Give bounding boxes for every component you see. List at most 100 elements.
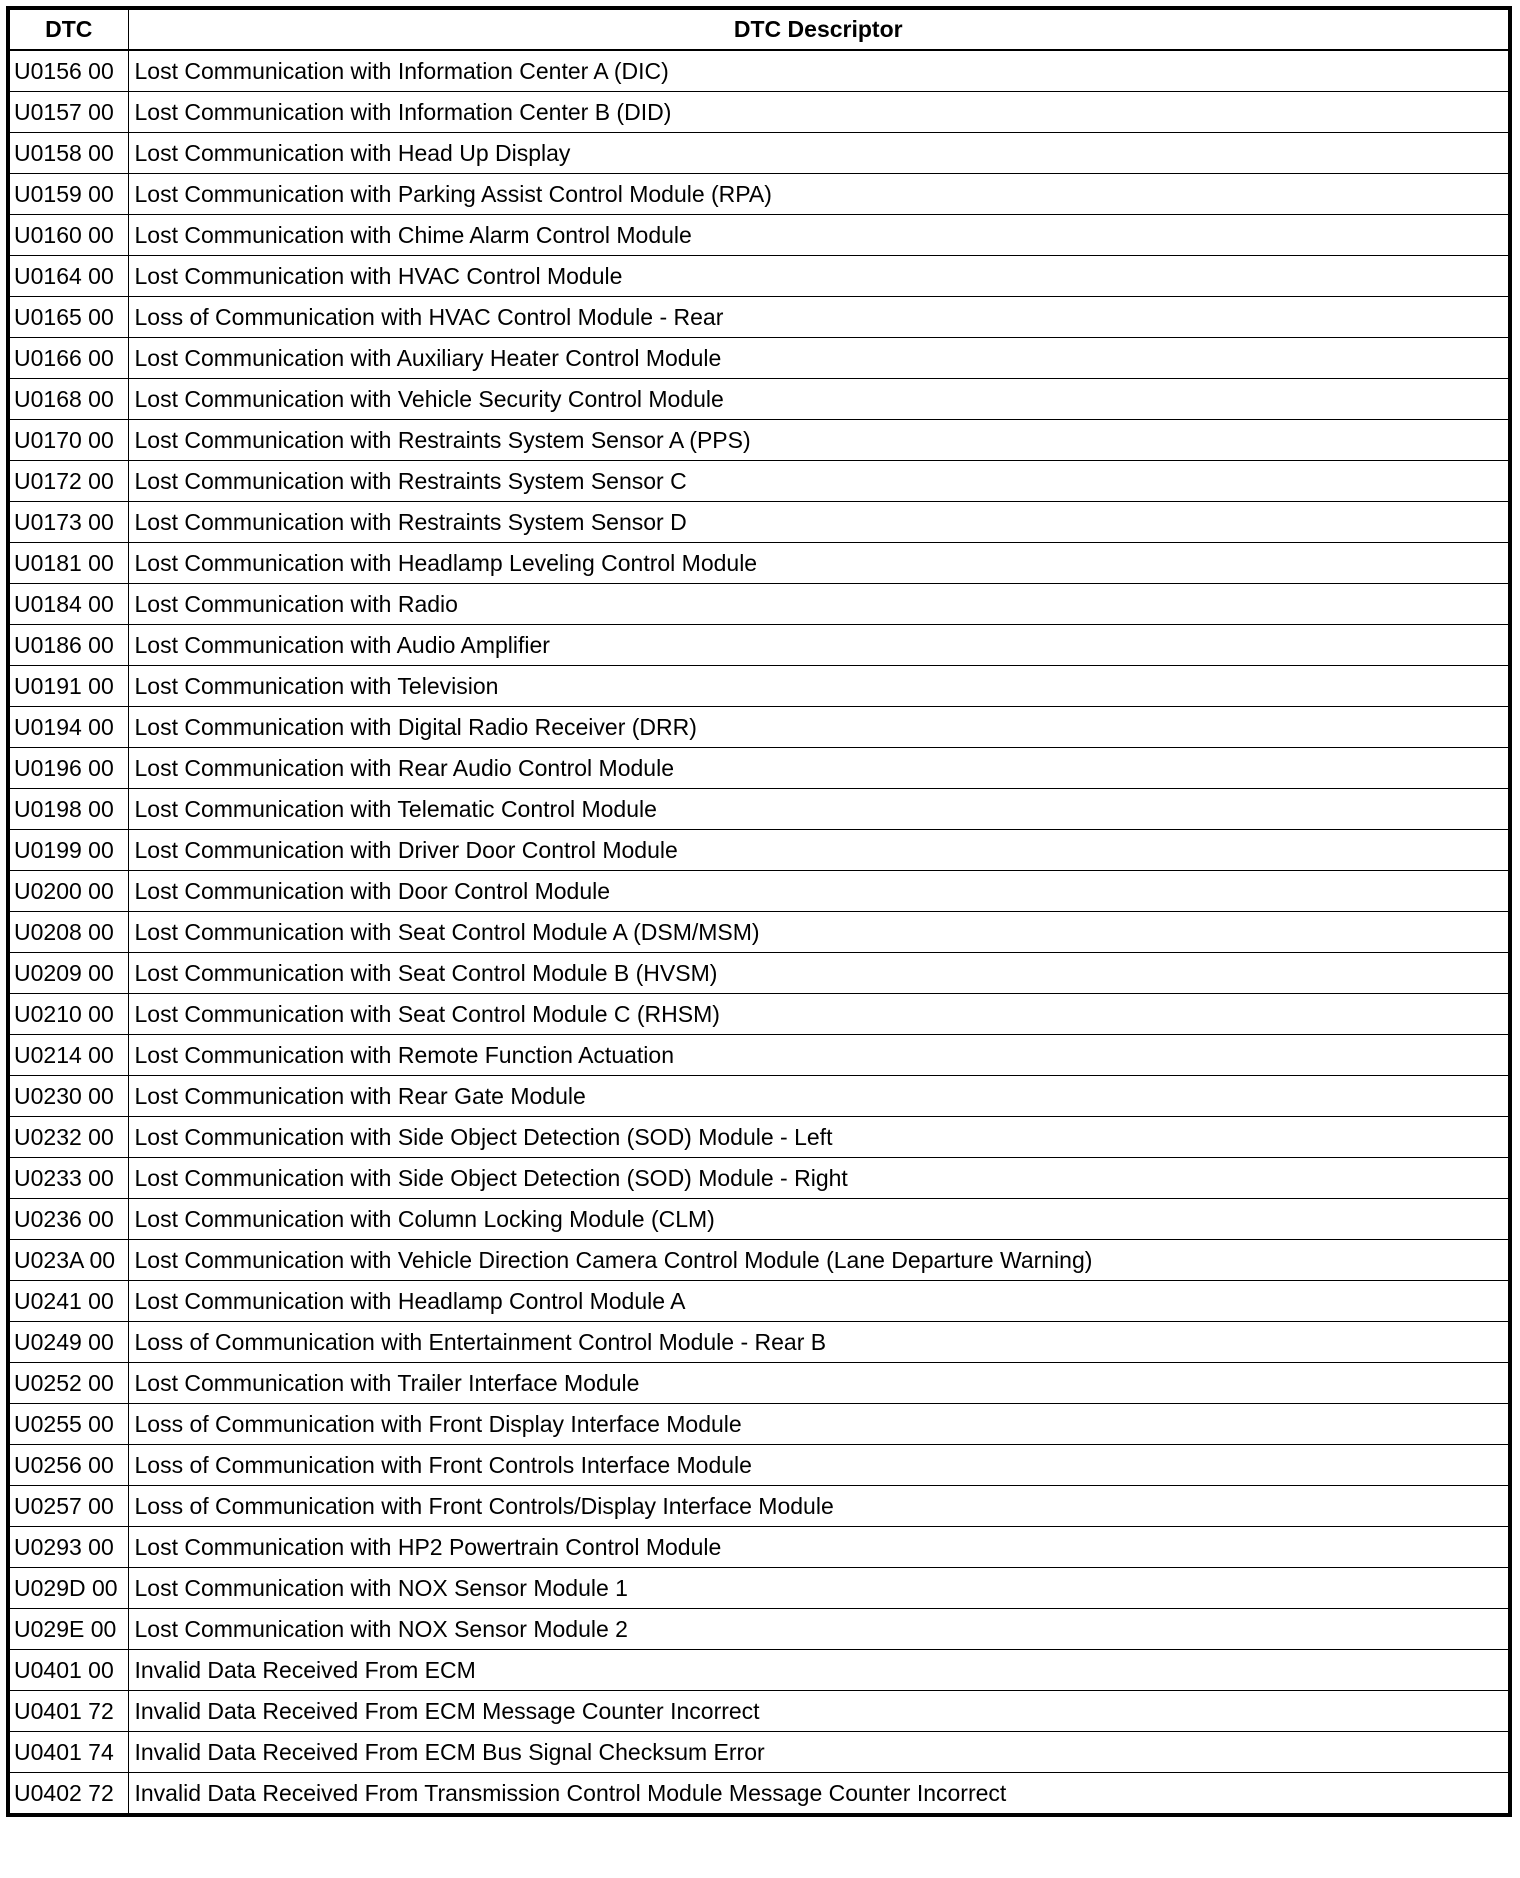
dtc-descriptor-cell: Lost Communication with Auxiliary Heater…	[127, 337, 1511, 379]
dtc-code-cell: U0401 72	[7, 1690, 129, 1732]
dtc-code-cell: U0181 00	[7, 542, 129, 584]
table-row: U0184 00 Lost Communication with Radio	[7, 583, 1511, 625]
dtc-descriptor-cell: Invalid Data Received From ECM Message C…	[127, 1690, 1511, 1732]
dtc-descriptor-cell: Lost Communication with Driver Door Cont…	[127, 829, 1511, 871]
table-row: U0256 00 Loss of Communication with Front…	[7, 1444, 1511, 1486]
table-row: U0199 00 Lost Communication with Driver D…	[7, 829, 1511, 871]
table-row: U0401 72 Invalid Data Received From ECM M…	[7, 1690, 1511, 1732]
dtc-descriptor-cell: Invalid Data Received From Transmission …	[127, 1772, 1511, 1816]
dtc-code-cell: U0255 00	[7, 1403, 129, 1445]
dtc-descriptor-cell: Lost Communication with Side Object Dete…	[127, 1157, 1511, 1199]
table-row: U0233 00 Lost Communication with Side Obj…	[7, 1157, 1511, 1199]
table-row: U0173 00 Lost Communication with Restrain…	[7, 501, 1511, 543]
table-row: U0170 00 Lost Communication with Restrain…	[7, 419, 1511, 461]
dtc-descriptor-cell: Lost Communication with Information Cent…	[127, 91, 1511, 133]
dtc-code-cell: U0214 00	[7, 1034, 129, 1076]
table-row: U023A 00 Lost Communication with Vehicle …	[7, 1239, 1511, 1281]
table-row: U0181 00 Lost Communication with Headlamp…	[7, 542, 1511, 584]
table-row: U0209 00 Lost Communication with Seat Con…	[7, 952, 1511, 994]
table-row: U0208 00 Lost Communication with Seat Con…	[7, 911, 1511, 953]
dtc-code-cell: U0241 00	[7, 1280, 129, 1322]
dtc-descriptor-cell: Lost Communication with Vehicle Security…	[127, 378, 1511, 420]
dtc-descriptor-cell: Loss of Communication with Front Control…	[127, 1485, 1511, 1527]
table-row: U0166 00 Lost Communication with Auxiliar…	[7, 337, 1511, 379]
dtc-code-cell: U0230 00	[7, 1075, 129, 1117]
dtc-descriptor-cell: Invalid Data Received From ECM	[127, 1649, 1511, 1691]
table-row: U0257 00 Loss of Communication with Front…	[7, 1485, 1511, 1527]
table-row: U0401 00 Invalid Data Received From ECM	[7, 1649, 1511, 1691]
dtc-code-cell: U0166 00	[7, 337, 129, 379]
table-row: U0159 00 Lost Communication with Parking …	[7, 173, 1511, 215]
dtc-descriptor-cell: Lost Communication with Headlamp Levelin…	[127, 542, 1511, 584]
dtc-descriptor-cell: Lost Communication with Digital Radio Re…	[127, 706, 1511, 748]
table-row: U0160 00 Lost Communication with Chime Al…	[7, 214, 1511, 256]
dtc-descriptor-cell: Lost Communication with Radio	[127, 583, 1511, 625]
dtc-code-cell: U0236 00	[7, 1198, 129, 1240]
dtc-descriptor-cell: Lost Communication with Rear Gate Module	[127, 1075, 1511, 1117]
dtc-descriptor-cell: Lost Communication with HP2 Powertrain C…	[127, 1526, 1511, 1568]
dtc-descriptor-cell: Lost Communication with Restraints Syste…	[127, 419, 1511, 461]
dtc-code-cell: U0160 00	[7, 214, 129, 256]
dtc-code-cell: U0164 00	[7, 255, 129, 297]
dtc-descriptor-cell: Lost Communication with Chime Alarm Cont…	[127, 214, 1511, 256]
header-dtc: DTC	[7, 7, 129, 51]
dtc-code-cell: U0165 00	[7, 296, 129, 338]
dtc-code-cell: U0191 00	[7, 665, 129, 707]
dtc-code-cell: U0233 00	[7, 1157, 129, 1199]
table-row: U0236 00 Lost Communication with Column L…	[7, 1198, 1511, 1240]
dtc-code-cell: U0157 00	[7, 91, 129, 133]
dtc-descriptor-cell: Lost Communication with Information Cent…	[127, 49, 1511, 92]
dtc-descriptor-cell: Lost Communication with Restraints Syste…	[127, 460, 1511, 502]
dtc-code-cell: U0249 00	[7, 1321, 129, 1363]
header-row: DTC DTC Descriptor	[7, 7, 1511, 51]
table-row: U0196 00 Lost Communication with Rear Aud…	[7, 747, 1511, 789]
dtc-code-cell: U0232 00	[7, 1116, 129, 1158]
dtc-descriptor-cell: Loss of Communication with Front Control…	[127, 1444, 1511, 1486]
dtc-descriptor-cell: Lost Communication with Seat Control Mod…	[127, 993, 1511, 1035]
table-row: U0198 00 Lost Communication with Telemati…	[7, 788, 1511, 830]
dtc-code-cell: U0402 72	[7, 1772, 129, 1816]
dtc-code-cell: U0252 00	[7, 1362, 129, 1404]
dtc-code-cell: U0401 00	[7, 1649, 129, 1691]
dtc-descriptor-cell: Lost Communication with Restraints Syste…	[127, 501, 1511, 543]
dtc-table: DTC DTC Descriptor U0156 00 Lost Communic…	[6, 6, 1512, 1817]
dtc-code-cell: U0173 00	[7, 501, 129, 543]
dtc-code-cell: U0172 00	[7, 460, 129, 502]
table-row: U0232 00 Lost Communication with Side Obj…	[7, 1116, 1511, 1158]
dtc-code-cell: U0159 00	[7, 173, 129, 215]
dtc-code-cell: U0170 00	[7, 419, 129, 461]
dtc-code-cell: U0198 00	[7, 788, 129, 830]
dtc-code-cell: U0200 00	[7, 870, 129, 912]
dtc-descriptor-cell: Lost Communication with Column Locking M…	[127, 1198, 1511, 1240]
dtc-code-cell: U0168 00	[7, 378, 129, 420]
dtc-descriptor-cell: Lost Communication with Headlamp Control…	[127, 1280, 1511, 1322]
table-row: U0168 00 Lost Communication with Vehicle …	[7, 378, 1511, 420]
table-row: U0401 74 Invalid Data Received From ECM B…	[7, 1731, 1511, 1773]
dtc-code-cell: U0199 00	[7, 829, 129, 871]
dtc-code-cell: U0293 00	[7, 1526, 129, 1568]
dtc-code-cell: U0186 00	[7, 624, 129, 666]
dtc-code-cell: U0257 00	[7, 1485, 129, 1527]
table-row: U0156 00 Lost Communication with Informat…	[7, 49, 1511, 92]
dtc-code-cell: U023A 00	[7, 1239, 129, 1281]
dtc-descriptor-cell: Lost Communication with Television	[127, 665, 1511, 707]
table-row: U0191 00 Lost Communication with Televisi…	[7, 665, 1511, 707]
table-row: U0241 00 Lost Communication with Headlamp…	[7, 1280, 1511, 1322]
dtc-code-cell: U0209 00	[7, 952, 129, 994]
table-row: U0165 00 Loss of Communication with HVAC …	[7, 296, 1511, 338]
dtc-descriptor-cell: Loss of Communication with HVAC Control …	[127, 296, 1511, 338]
table-row: U0252 00 Lost Communication with Trailer …	[7, 1362, 1511, 1404]
dtc-code-cell: U0208 00	[7, 911, 129, 953]
dtc-descriptor-cell: Lost Communication with Audio Amplifier	[127, 624, 1511, 666]
dtc-code-cell: U0156 00	[7, 49, 129, 92]
table-row: U0158 00 Lost Communication with Head Up …	[7, 132, 1511, 174]
table-row: U0186 00 Lost Communication with Audio Am…	[7, 624, 1511, 666]
table-row: U029D 00 Lost Communication with NOX Sens…	[7, 1567, 1511, 1609]
table-row: U0214 00 Lost Communication with Remote F…	[7, 1034, 1511, 1076]
dtc-code-cell: U0210 00	[7, 993, 129, 1035]
dtc-descriptor-cell: Lost Communication with Seat Control Mod…	[127, 911, 1511, 953]
dtc-descriptor-cell: Loss of Communication with Entertainment…	[127, 1321, 1511, 1363]
dtc-descriptor-cell: Lost Communication with Door Control Mod…	[127, 870, 1511, 912]
dtc-code-cell: U0401 74	[7, 1731, 129, 1773]
table-row: U0255 00 Loss of Communication with Front…	[7, 1403, 1511, 1445]
